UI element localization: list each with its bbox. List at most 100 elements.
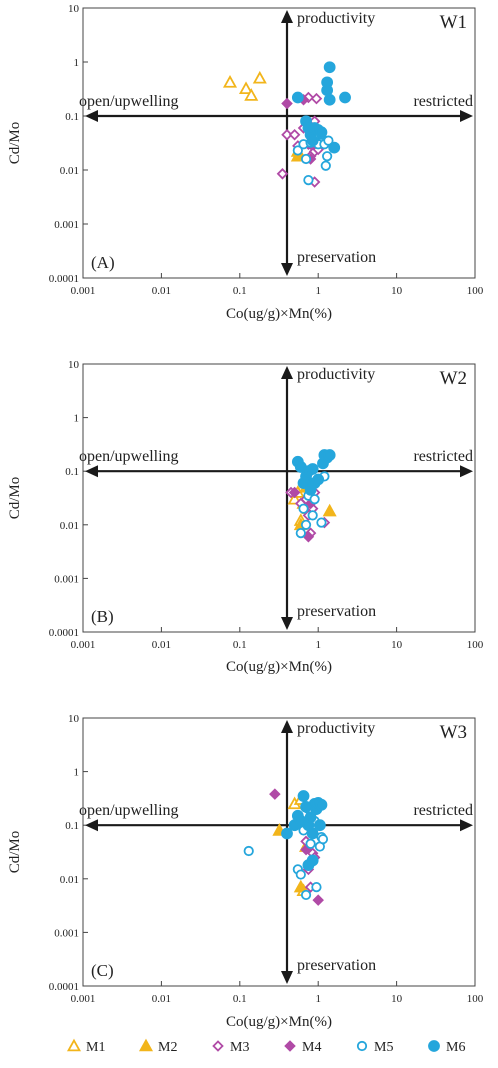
data-point	[288, 486, 301, 499]
x-tick-label: 1	[315, 285, 321, 297]
x-tick-label: 10	[391, 993, 403, 1005]
legend-marker-icon	[138, 1038, 154, 1052]
y-tick-label: 0.0001	[49, 627, 79, 639]
data-point	[292, 145, 303, 156]
plot-frame	[82, 363, 476, 633]
x-tick-label: 10	[391, 639, 403, 651]
data-point	[310, 92, 323, 105]
panel-label: (C)	[91, 961, 114, 980]
legend: M1 M2 M3 M4 M5 M6	[66, 1038, 465, 1055]
direction-label-right: restricted	[413, 93, 473, 110]
arrow-right-icon	[460, 819, 473, 832]
data-point	[243, 845, 254, 857]
direction-label-down: preservation	[297, 957, 376, 974]
x-axis-label: Co(ug/g)×Mn(%)	[226, 306, 332, 322]
data-point	[304, 811, 317, 824]
data-point	[312, 894, 324, 906]
y-tick-label: 0.001	[54, 927, 79, 939]
legend-marker-icon	[212, 1040, 224, 1052]
x-tick-label: 0.001	[71, 639, 96, 651]
data-point	[309, 494, 320, 505]
y-tick-label: 1	[74, 413, 80, 425]
x-axis-label: Co(ug/g)×Mn(%)	[226, 1014, 332, 1030]
y-tick-label: 10	[68, 359, 80, 371]
direction-label-up: productivity	[297, 10, 375, 27]
direction-label-up: productivity	[297, 720, 375, 737]
panel-label: (A)	[91, 253, 115, 272]
legend-entry-m6: M6	[428, 1040, 465, 1055]
data-point	[315, 126, 328, 139]
data-point	[307, 510, 318, 521]
data-point	[252, 70, 267, 84]
data-point	[315, 798, 328, 811]
legend-label: M3	[230, 1040, 249, 1055]
legend-label: M2	[158, 1040, 177, 1055]
y-tick-label: 0.0001	[49, 273, 79, 285]
y-tick-label: 0.001	[54, 219, 79, 231]
x-tick-label: 0.1	[233, 639, 247, 651]
data-point	[281, 827, 293, 840]
arrow-up-icon	[281, 366, 294, 379]
chart-panel-3: 0.001 0.01 0.1 1 10 1001010.10.010.0010.0001C…	[7, 713, 484, 1030]
data-point	[298, 503, 309, 514]
y-tick-label: 0.1	[65, 466, 79, 478]
arrow-right-icon	[460, 465, 473, 478]
x-tick-label: 100	[467, 285, 484, 297]
legend-entry-m1: M1	[66, 1038, 105, 1055]
data-point	[313, 819, 326, 832]
y-tick-label: 10	[68, 713, 80, 725]
x-tick-label: 0.1	[233, 285, 247, 297]
data-point	[320, 160, 331, 171]
y-tick-label: 0.01	[60, 520, 79, 532]
data-point	[322, 151, 333, 162]
y-tick-label: 0.1	[65, 820, 79, 832]
data-point	[306, 463, 319, 475]
data-point	[323, 93, 336, 106]
series-m1	[222, 70, 267, 101]
data-point	[322, 503, 337, 517]
x-tick-label: 100	[467, 993, 484, 1005]
data-point	[269, 788, 281, 800]
chart-panel-1: 0.001 0.01 0.1 1 10 1001010.10.010.0010.0001C…	[7, 3, 484, 322]
direction-label-left: open/upwelling	[79, 448, 179, 465]
arrow-right-icon	[460, 110, 473, 122]
data-point	[323, 449, 336, 461]
arrow-left-icon	[85, 465, 98, 478]
well-label: W3	[440, 722, 467, 743]
data-point	[293, 879, 308, 893]
data-point	[303, 175, 314, 186]
x-tick-label: 0.01	[152, 639, 171, 651]
y-axis-label: Cd/Mo	[7, 831, 23, 874]
arrow-down-icon	[281, 263, 294, 276]
x-tick-label: 0.001	[71, 285, 96, 297]
series-m6	[291, 449, 336, 496]
x-tick-label: 10	[391, 285, 403, 297]
data-point	[287, 491, 302, 505]
direction-label-right: restricted	[413, 802, 473, 819]
arrow-left-icon	[85, 819, 98, 832]
y-tick-label: 10	[68, 3, 80, 15]
data-point	[300, 153, 312, 165]
chart-panel-2: 0.001 0.01 0.1 1 10 1001010.10.010.0010.0001C…	[7, 359, 484, 675]
x-tick-label: 0.001	[71, 993, 96, 1005]
legend-entry-m5: M5	[356, 1040, 393, 1055]
x-tick-label: 0.01	[152, 285, 171, 297]
panel-label: (B)	[91, 607, 114, 626]
data-point	[305, 838, 316, 849]
arrow-down-icon	[281, 617, 294, 630]
y-axis-label: Cd/Mo	[7, 122, 23, 165]
arrow-up-icon	[281, 720, 294, 733]
legend-marker-icon	[356, 1040, 368, 1052]
data-point	[323, 135, 334, 146]
data-point	[312, 473, 325, 486]
data-point	[297, 790, 310, 802]
data-point	[281, 128, 293, 141]
data-point	[295, 869, 306, 880]
legend-label: M5	[374, 1040, 393, 1055]
x-axis-label: Co(ug/g)×Mn(%)	[226, 659, 332, 675]
direction-label-up: productivity	[297, 366, 375, 383]
y-tick-label: 0.1	[65, 111, 79, 123]
data-point	[300, 889, 312, 901]
data-point	[295, 528, 306, 539]
